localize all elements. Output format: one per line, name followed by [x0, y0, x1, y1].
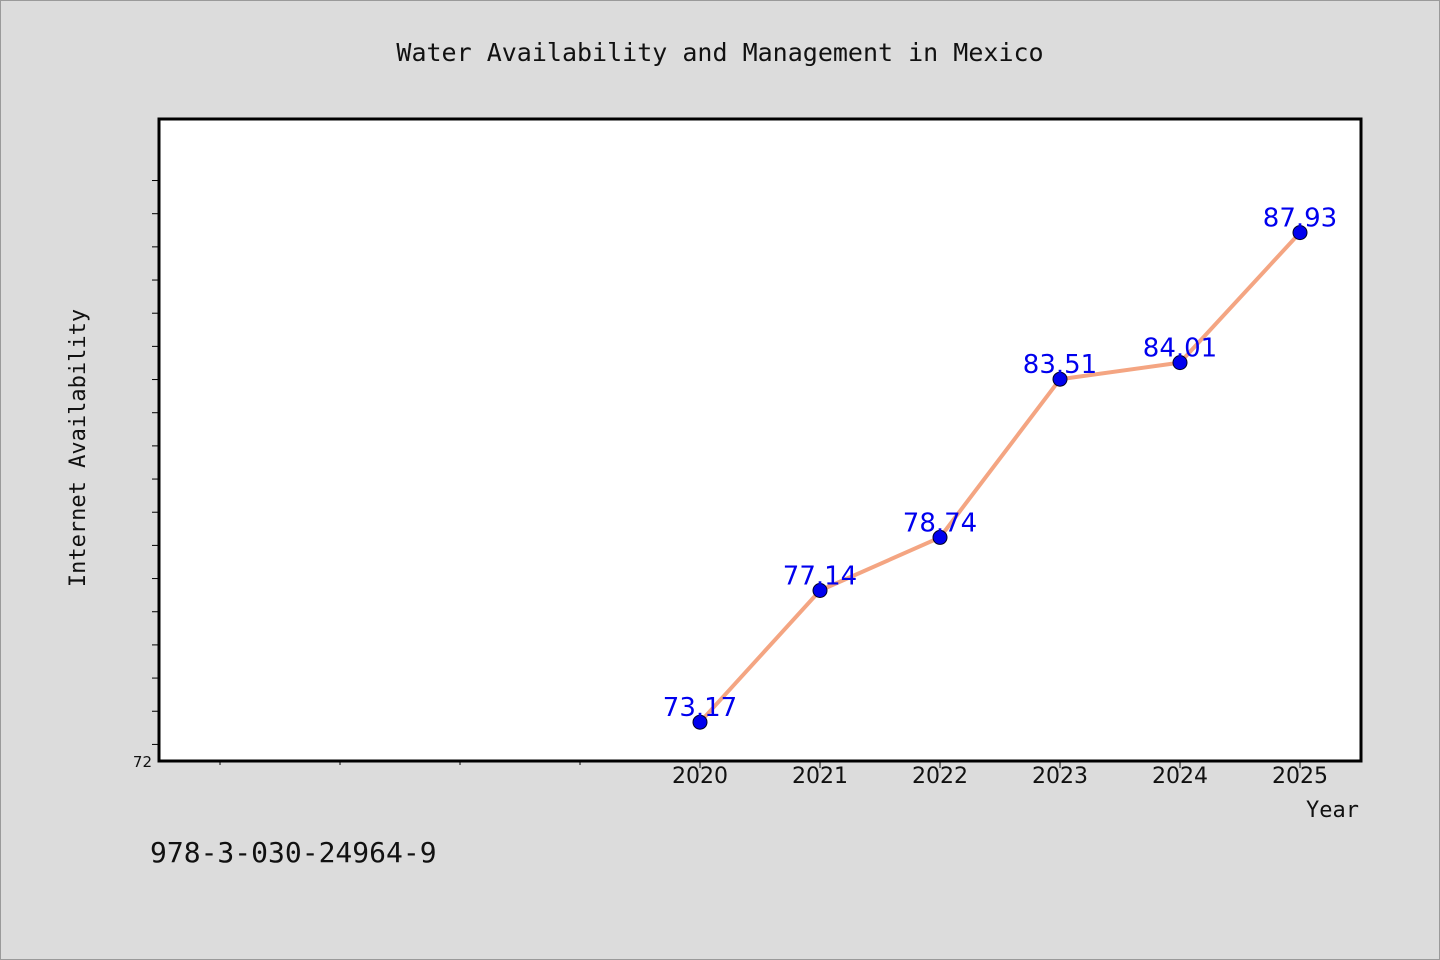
data-label: 87.93 — [1263, 204, 1337, 234]
data-label: 77.14 — [783, 562, 857, 592]
x-axis-ticks: 2020 2021 2022 2023 2024 2025 — [219, 761, 1328, 789]
data-point — [1292, 225, 1308, 241]
y-tick-label: 72 — [133, 753, 152, 771]
data-label: 73.17 — [663, 693, 737, 723]
y-axis-ticks — [152, 180, 159, 745]
x-tick-label: 2022 — [912, 764, 968, 789]
data-label: 78.74 — [903, 508, 977, 538]
data-point — [812, 583, 828, 599]
isbn-text: 978-3-030-24964-9 — [150, 836, 437, 869]
y-axis-label: Internet Availability — [66, 309, 91, 587]
data-labels: 73.17 77.14 78.74 83.51 84.01 87.93 — [663, 204, 1337, 724]
x-tick-label: 2025 — [1272, 764, 1328, 789]
plot-area — [157, 117, 1363, 763]
data-point — [932, 529, 948, 545]
x-tick-label: 2023 — [1032, 764, 1088, 789]
data-label: 83.51 — [1023, 350, 1097, 380]
x-tick-label: 2021 — [792, 764, 848, 789]
x-tick-label: 2024 — [1152, 764, 1208, 789]
data-point — [692, 714, 708, 730]
data-point — [1052, 371, 1068, 387]
chart-title: Water Availability and Management in Mex… — [396, 38, 1043, 67]
x-axis-label: Year — [1306, 798, 1359, 823]
series-line — [698, 231, 1302, 724]
x-tick-label: 2020 — [672, 764, 728, 789]
series-layer — [692, 225, 1308, 730]
data-label: 84.01 — [1143, 334, 1217, 364]
data-point — [1172, 355, 1188, 371]
